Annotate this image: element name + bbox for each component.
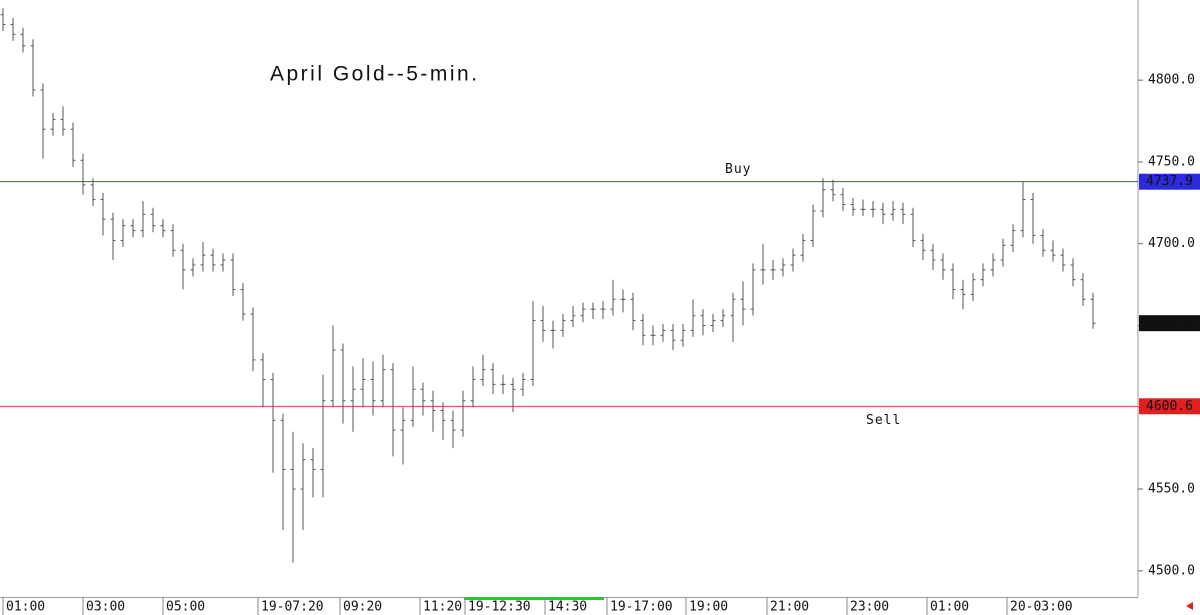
x-tick-label: 19-12:30 [468,600,531,615]
y-tick-label: 4550.0 [1148,482,1195,497]
x-tick-label: 19-17:00 [610,600,673,615]
x-tick-label: 14:30 [548,600,587,615]
scroll-arrow[interactable] [1186,602,1193,610]
level-badge [1139,173,1200,190]
x-tick-label: 09:20 [343,600,382,615]
y-tick-label: 4800.0 [1148,73,1195,88]
level-label: Sell [866,413,901,428]
x-tick-label: 05:00 [166,600,205,615]
level-value: 4600.6 [1146,399,1193,414]
x-tick-label: 19:00 [689,600,728,615]
x-tick-label: 01:00 [930,600,969,615]
level-label: Buy [725,162,751,177]
last-price-badge [1139,315,1200,332]
x-tick-label: 23:00 [850,600,889,615]
x-tick-label: 20-03:00 [1010,600,1073,615]
x-tick-label: 11:20 [423,600,462,615]
chart-title: April Gold--5-min. [270,63,480,86]
x-tick-label: 19-07:20 [261,600,324,615]
level-badge [1139,398,1200,415]
level-value: 4737.9 [1146,174,1193,189]
last-price: 4651.4 [1146,316,1193,331]
y-tick-label: 4500.0 [1148,563,1195,578]
x-tick-label: 01:00 [6,600,45,615]
y-tick-label: 4750.0 [1148,154,1195,169]
y-tick-label: 4700.0 [1148,236,1195,251]
x-tick-label: 03:00 [86,600,125,615]
x-tick-label: 21:00 [770,600,809,615]
